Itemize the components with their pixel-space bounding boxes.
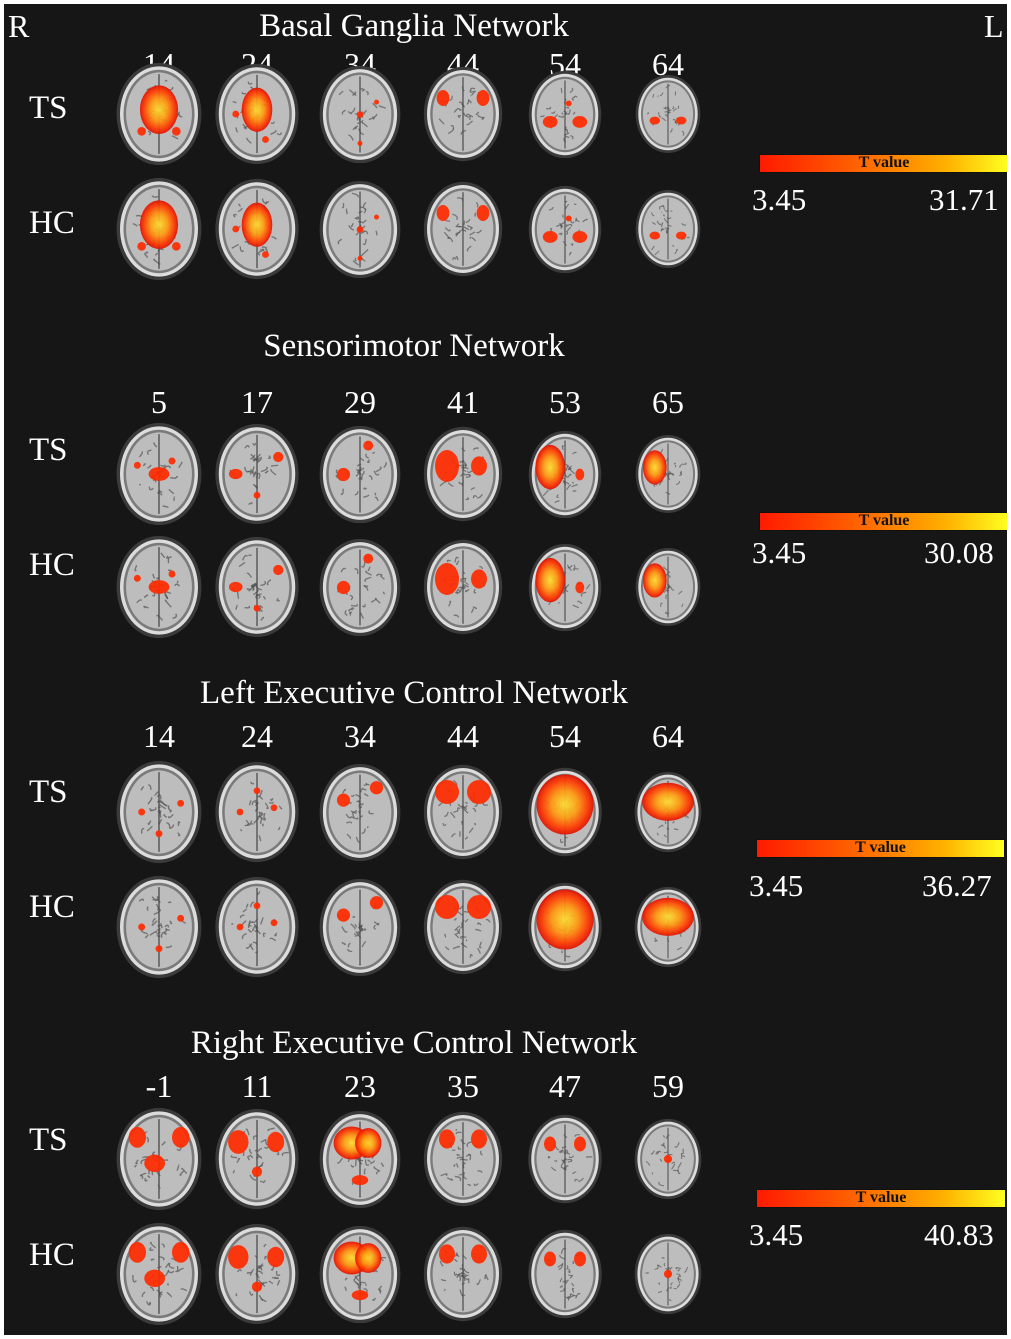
panel-title: Basal Ganglia Network: [259, 8, 569, 44]
colorbar: T value: [759, 512, 1007, 531]
brain-slice: [116, 1222, 202, 1326]
group-label: HC: [29, 547, 75, 583]
colorbar-title: T value: [858, 512, 910, 529]
brain-slice: [319, 1225, 401, 1323]
brain-slice: [319, 425, 401, 523]
slice-number: 17: [241, 384, 273, 420]
brain-slice: [116, 422, 202, 526]
brain-slice: [116, 760, 202, 864]
colorbar-max: 30.08: [924, 535, 994, 570]
slice-number: 59: [652, 1068, 684, 1104]
colorbar: T value: [756, 839, 1005, 858]
slice-number: 41: [447, 384, 479, 420]
slice-number: 29: [344, 384, 376, 420]
group-label: HC: [29, 889, 75, 925]
panel-title: Sensorimotor Network: [263, 328, 565, 364]
brain-slice: [528, 70, 602, 158]
brain-slice: [215, 423, 299, 525]
slice-number: 5: [151, 384, 167, 420]
colorbar-max: 36.27: [922, 868, 992, 903]
slice-number: 44: [447, 718, 479, 754]
slice-number: 35: [447, 1068, 479, 1104]
figure-canvas: R L Basal Ganglia Network 14 24 34 44 54 64 TS H…: [4, 4, 1007, 1335]
brain-slice: [215, 876, 299, 978]
brain-slice: [528, 1229, 602, 1319]
colorbar-min: 3.45: [752, 182, 807, 217]
group-label: HC: [29, 205, 75, 241]
brain-slice: [423, 66, 503, 162]
brain-slice: [634, 771, 702, 853]
slice-number: -1: [145, 1068, 173, 1104]
left-orientation-label: L: [984, 8, 1004, 44]
brain-slice: [528, 882, 602, 972]
brain-slice: [423, 539, 503, 635]
slice-number: 11: [241, 1068, 273, 1104]
brain-slice: [423, 879, 503, 975]
slice-number: 23: [344, 1068, 376, 1104]
slice-number: 64: [652, 46, 684, 82]
brain-slice: [423, 1111, 503, 1207]
group-label: HC: [29, 1237, 75, 1273]
group-label: TS: [29, 774, 68, 810]
panel-title: Left Executive Control Network: [200, 675, 628, 711]
group-label: TS: [29, 432, 68, 468]
brain-slice: [423, 764, 503, 860]
brain-slice: [528, 430, 602, 518]
slice-number: 65: [652, 384, 684, 420]
slice-number: 34: [344, 718, 376, 754]
brain-slice: [116, 535, 202, 639]
colorbar-min: 3.45: [749, 868, 804, 903]
brain-slice: [528, 543, 602, 631]
slice-number: 64: [652, 718, 684, 754]
brain-slice: [116, 177, 202, 281]
slice-number: 54: [549, 718, 581, 754]
brain-slice: [215, 1108, 299, 1210]
brain-slice: [319, 1110, 401, 1208]
brain-slice: [215, 536, 299, 638]
brain-slice: [634, 1233, 702, 1315]
colorbar: T value: [756, 1189, 1006, 1208]
brain-slice: [528, 185, 602, 273]
brain-slice: [423, 181, 503, 277]
brain-slice: [319, 878, 401, 976]
brain-slice: [423, 426, 503, 522]
colorbar-max: 31.71: [929, 182, 999, 217]
brain-slice: [319, 65, 401, 163]
slice-number: 14: [143, 718, 175, 754]
brain-slice: [215, 63, 299, 165]
brain-slice: [635, 75, 701, 153]
brain-slice: [215, 761, 299, 863]
group-label: TS: [29, 90, 68, 126]
brain-slice: [635, 435, 701, 513]
brain-slice: [528, 767, 602, 857]
brain-slice: [423, 1226, 503, 1322]
slice-number: 53: [549, 384, 581, 420]
brain-slice: [319, 538, 401, 636]
brain-slice: [215, 178, 299, 280]
brain-slice: [635, 548, 701, 626]
colorbar: T value: [759, 154, 1007, 173]
brain-slice: [116, 1107, 202, 1211]
brain-slice: [319, 763, 401, 861]
colorbar-min: 3.45: [752, 535, 807, 570]
brain-slice: [634, 1118, 702, 1200]
colorbar-min: 3.45: [749, 1217, 804, 1252]
brain-slice: [528, 1114, 602, 1204]
brain-slice: [635, 190, 701, 268]
colorbar-title: T value: [855, 1189, 907, 1206]
colorbar-title: T value: [858, 154, 910, 171]
brain-slice: [319, 180, 401, 278]
colorbar-title: T value: [855, 839, 906, 856]
brain-slice: [634, 886, 702, 968]
brain-slice: [215, 1223, 299, 1325]
brain-slice: [116, 875, 202, 979]
brain-slice: [116, 62, 202, 166]
panel-title: Right Executive Control Network: [190, 1025, 638, 1061]
colorbar-max: 40.83: [924, 1217, 994, 1252]
right-orientation-label: R: [8, 8, 30, 44]
group-label: TS: [29, 1122, 68, 1158]
slice-number: 47: [549, 1068, 581, 1104]
slice-number: 24: [241, 718, 273, 754]
